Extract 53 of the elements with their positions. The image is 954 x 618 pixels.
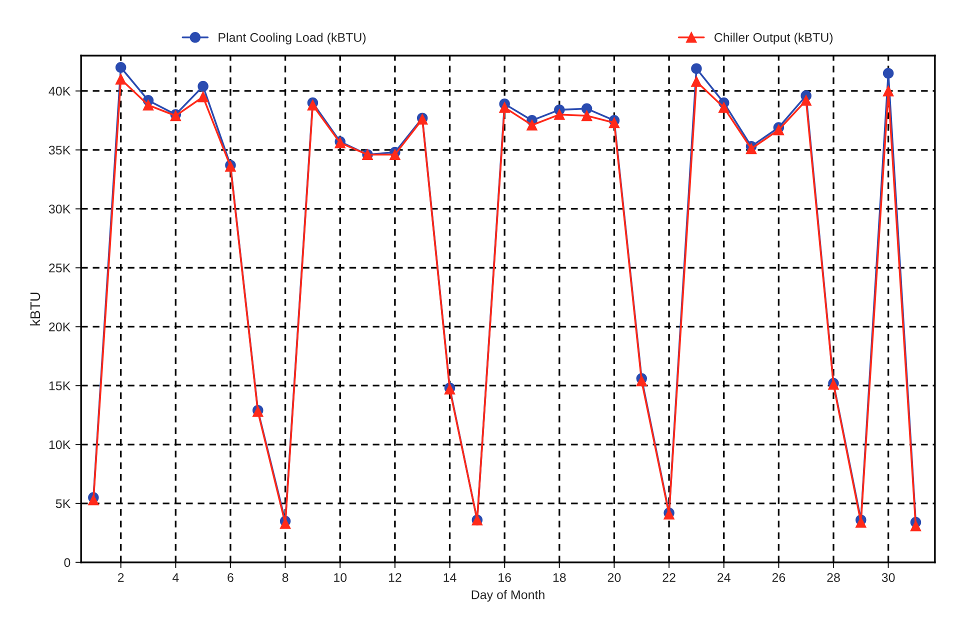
point [581,103,592,114]
point [198,91,208,102]
x-tick-label: 26 [772,573,786,582]
point [554,109,565,120]
x-tick-label: 22 [662,573,676,582]
x-tick-label: 30 [882,573,895,582]
point [608,117,620,128]
point [307,100,318,110]
point [773,124,784,136]
point [691,63,702,74]
x-tick-label: 10 [334,573,347,582]
point [636,376,648,386]
y-axis-title: kBTU [30,292,40,326]
point [581,110,592,122]
y-tick-label: 15K [49,382,71,390]
y-tick-label: 35K [48,146,71,155]
y-tick-label: 20K [49,322,71,332]
x-tick-label: 28 [827,573,840,582]
x-tick-label: 24 [718,573,730,582]
y-tick-label: 5K [56,499,71,508]
x-tick-label: 4 [172,573,179,582]
point [115,62,126,73]
x-tick-label: 20 [608,573,621,582]
legend-label: Plant Cooling Load (kBTU) [218,32,366,44]
point [800,95,812,106]
point [115,74,126,85]
point [390,149,400,160]
point [280,518,291,529]
point [198,80,208,92]
x-tick-label: 18 [553,573,566,582]
point [142,100,154,110]
x-tick-label: 14 [444,573,456,582]
x-tick-label: 6 [228,573,234,582]
y-tick-label: 10K [49,440,71,450]
point [882,86,894,96]
point [910,520,922,532]
x-axis-title: Day of Month [472,590,544,602]
y-tick-label: 25K [49,264,71,272]
point [499,102,510,113]
x-tick-label: 8 [282,573,288,582]
x-tick-label: 2 [118,573,124,582]
x-tick-label: 16 [498,573,511,582]
x-tick-label: 12 [388,573,402,582]
point [718,102,730,113]
y-tick-label: 0 [64,558,70,568]
point [746,143,757,154]
y-tick-label: 40K [48,86,71,96]
point [526,120,538,131]
legend-label: Chiller Output (kBTU) [714,32,833,44]
point [88,494,99,506]
point [882,68,894,79]
point [691,76,702,87]
y-tick-label: 30K [48,204,71,214]
